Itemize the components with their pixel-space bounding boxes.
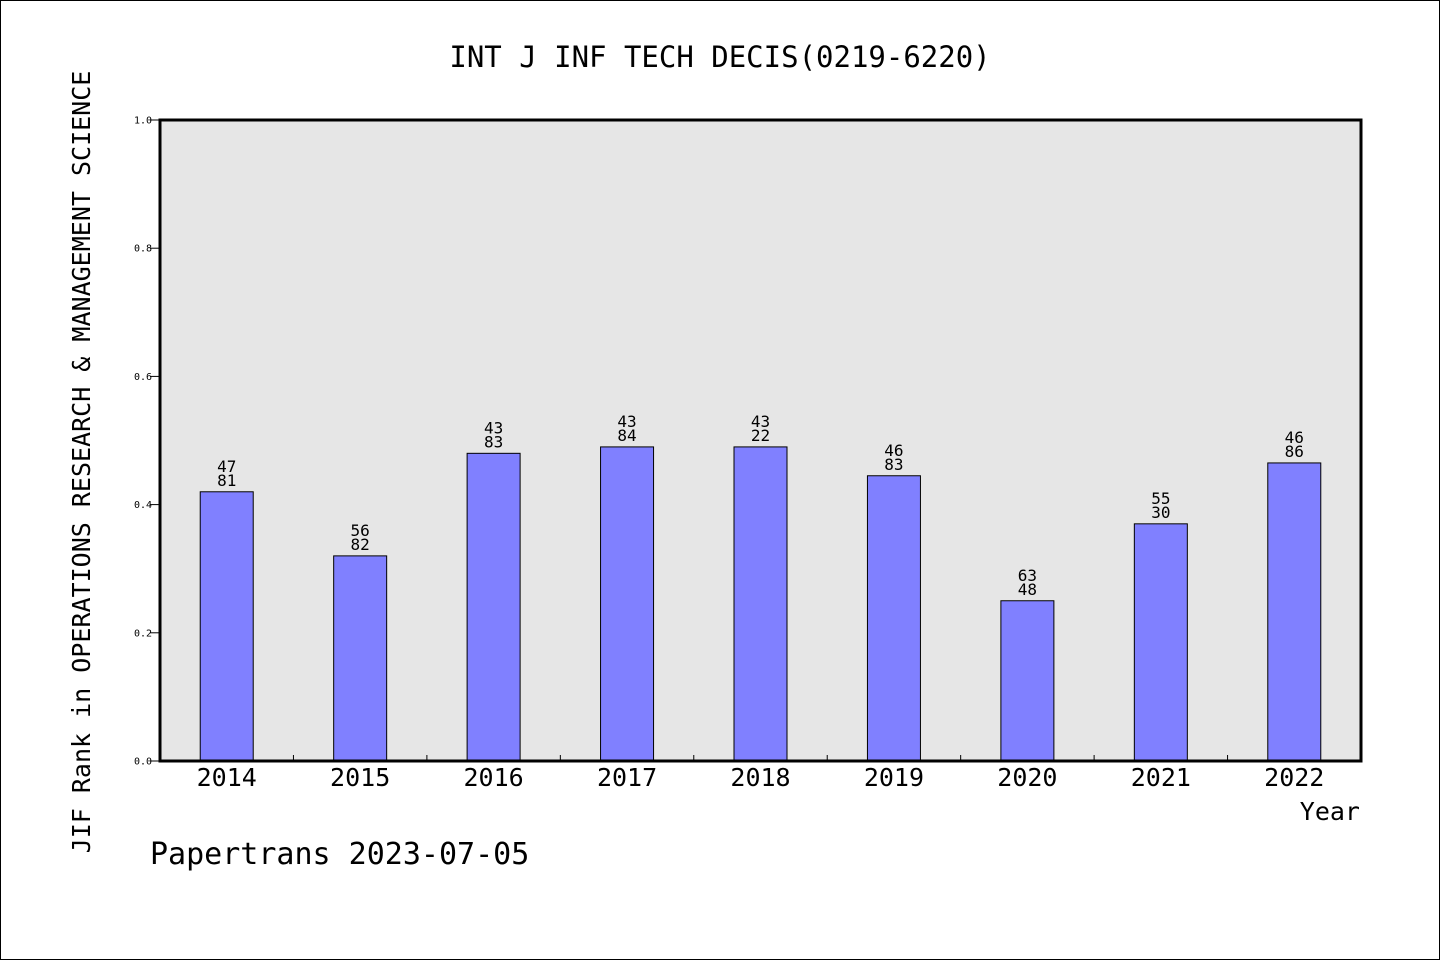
data-label-2018: 43 [751, 412, 770, 431]
bar-2018 [733, 446, 788, 762]
data-label-2015: 56 [351, 521, 370, 540]
y-tick-label: 0.8 [134, 244, 152, 255]
x-tick-label: 2016 [464, 763, 524, 792]
bar-2015 [333, 555, 388, 762]
data-label-2017: 43 [617, 412, 636, 431]
y-tick-label: 1.0 [134, 116, 152, 127]
y-tick-label: 0.0 [134, 757, 152, 768]
data-label-2022: 46 [1285, 428, 1304, 447]
bar-2017 [600, 446, 655, 762]
data-label-2020: 63 [1018, 566, 1037, 585]
y-axis-ticks: 0.0 0.2 0.4 0.6 0.8 1.0 [134, 116, 160, 768]
plot-border [158, 118, 1363, 763]
data-label-2014: 81 [217, 471, 236, 490]
x-tick-label: 2020 [997, 763, 1057, 792]
data-label-2015: 82 [351, 535, 370, 554]
y-tick-label: 0.2 [134, 628, 152, 639]
x-tick-label: 2014 [197, 763, 257, 792]
footer-credit: Papertrans 2023-07-05 [150, 837, 529, 872]
bar-2019 [866, 475, 921, 762]
x-tick-label: 2022 [1264, 763, 1324, 792]
bar-2021 [1133, 523, 1188, 762]
data-label-2020: 48 [1018, 580, 1037, 599]
bar-2022 [1267, 462, 1322, 762]
data-label-2021: 55 [1151, 489, 1170, 508]
data-label-2021: 30 [1151, 503, 1170, 522]
bar-series [199, 446, 1322, 762]
data-label-2017: 84 [617, 426, 636, 445]
data-label-2014: 47 [217, 457, 236, 476]
data-label-2016: 83 [484, 432, 503, 451]
data-label-2016: 43 [484, 418, 503, 437]
bar-2020 [1000, 600, 1055, 762]
x-tick-label: 2018 [730, 763, 790, 792]
x-axis-label: Year [1300, 797, 1360, 826]
data-label-2019: 83 [884, 455, 903, 474]
chart-title: INT J INF TECH DECIS(0219-6220) [449, 40, 990, 74]
x-tick-label: 2021 [1131, 763, 1191, 792]
data-label-2019: 46 [884, 441, 903, 460]
x-tick-label: 2015 [330, 763, 390, 792]
y-axis-label: JIF Rank in OPERATIONS RESEARCH & MANAGE… [67, 71, 96, 854]
bar-2014 [199, 491, 254, 762]
x-tick-label: 2017 [597, 763, 657, 792]
x-tick-labels: 2014 2015 2016 2017 2018 2019 2020 2021 2022 [197, 763, 1325, 792]
data-label-2018: 22 [751, 426, 770, 445]
y-tick-label: 0.6 [134, 372, 152, 383]
y-tick-label: 0.4 [134, 500, 152, 511]
x-tick-label: 2019 [864, 763, 924, 792]
data-label-2022: 86 [1285, 442, 1304, 461]
bar-2016 [466, 452, 521, 762]
